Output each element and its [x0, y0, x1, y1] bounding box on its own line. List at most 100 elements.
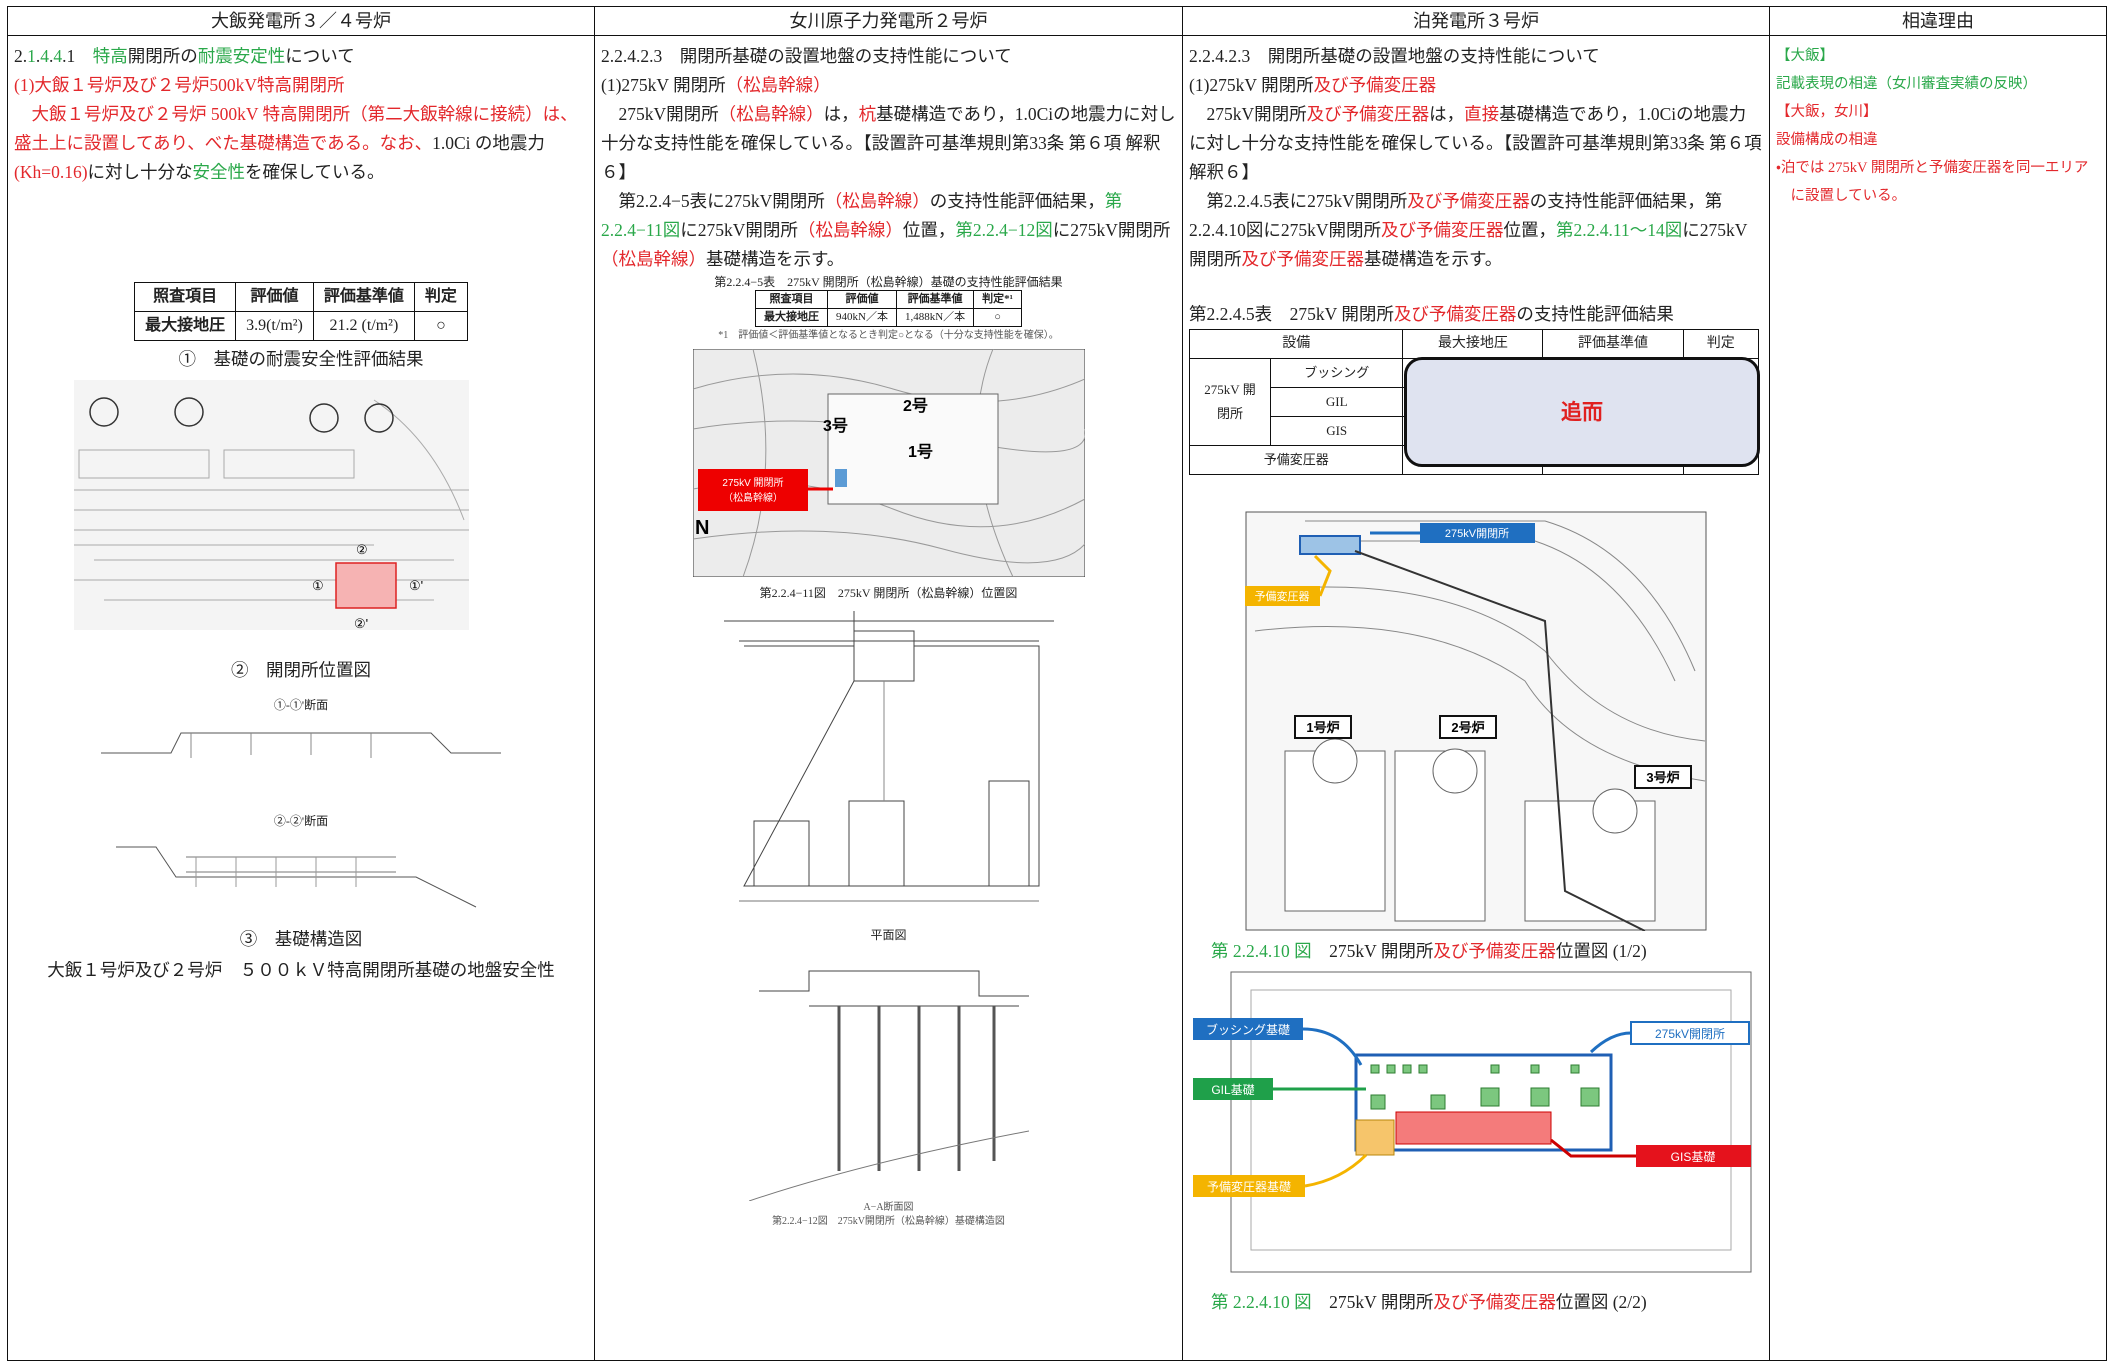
paragraph: ③ 基礎構造図 — [14, 925, 588, 954]
text: ・泊では 275kV 開閉所と予備変圧器を同一エリアに設置している。 — [1776, 160, 2089, 204]
paragraph: (1)275kV 開閉所（松島幹線） — [601, 71, 1176, 100]
table-wrap: 照査項目 評価値 評価基準値 判定 最大接地圧 3.9(t/m²) 21.2 (t/m²) ○ — [14, 282, 588, 341]
pending-note: 追而 — [1404, 357, 1760, 467]
table-wrap: 照査項目 評価値 評価基準値 判定*¹ 最大接地圧 940kN／本 1,488kN／本 ○ — [601, 290, 1176, 327]
text: の支持性能評価結果，第2.2.4.10図に275kV開閉所 — [1189, 191, 1723, 240]
text: 基礎構造であり，1.0Ciの地震力に対し十分な支持性能を確保している。【設置許可… — [1189, 104, 1762, 182]
paragraph: (1)275kV 開閉所及び予備変圧器 — [1189, 71, 1763, 100]
text: （松島幹線） — [601, 249, 706, 269]
text: 第2.2.4−11図 — [601, 191, 1123, 240]
figure-label: （松島幹線） — [723, 491, 783, 504]
text: 位置図 (1/2) — [1555, 941, 1647, 961]
figure-label: 3号炉 — [1646, 770, 1679, 785]
table-cell: 275kV 開閉所 — [1189, 358, 1271, 446]
text: 第2.2.4−5表 275kV 開閉所（松島幹線）基礎の支持性能評価結果 — [714, 275, 1063, 289]
text: 位置図 (2/2) — [1555, 1292, 1647, 1312]
figure-label: ブッシング基礎 — [1206, 1022, 1290, 1037]
paragraph: 【大飯】 — [1776, 42, 2100, 70]
text: 特高 — [92, 46, 128, 66]
paragraph: 平面図 — [601, 927, 1176, 943]
text: 大飯１号炉及び２号炉 500kV 特高開閉所（第二大飯幹線に接続）は、盛土上に設… — [14, 104, 578, 153]
figure-label: ① — [312, 578, 324, 593]
table-header: 照査項目 — [134, 282, 237, 312]
text: 基礎構造を示す。 — [1364, 249, 1503, 269]
table-cell: GIS — [1269, 416, 1404, 446]
paragraph: 【大飯，女川】 — [1776, 98, 2100, 126]
paragraph: 2.2.4.2.3 開閉所基礎の設置地盤の支持性能について — [1189, 42, 1763, 71]
text: に275kV開閉所 — [1052, 220, 1171, 240]
text: . — [35, 46, 41, 66]
paragraph: 2.1.4.4.1 特高開閉所の耐震安定性について — [14, 42, 588, 71]
column-header: 相違理由 — [1770, 7, 2106, 36]
column-body: 2.1.4.4.1 特高開閉所の耐震安定性について (1)大飯１号炉及び２号炉5… — [8, 36, 594, 991]
figure-label: 予備変圧器基礎 — [1207, 1179, 1291, 1194]
text: 275kV開閉所 — [618, 104, 719, 124]
table-cell: GIL — [1269, 387, 1404, 417]
column-body: 2.2.4.2.3 開閉所基礎の設置地盤の支持性能について (1)275kV 開… — [1183, 36, 1769, 1323]
text: 第2.2.4−5表に275kV開閉所 — [618, 191, 825, 211]
figure-label: 3号 — [823, 417, 848, 435]
paragraph: 設備構成の相違 — [1776, 126, 2100, 154]
text: 基礎構造であり，1.0Ciの地震力に対し十分な支持性能を確保している。【設置許可… — [601, 104, 1176, 182]
table-cell: ○ — [973, 308, 1022, 327]
text: 【大飯】 — [1776, 48, 1834, 64]
paragraph: 第 2.2.4.10 図 275kV 開閉所及び予備変圧器位置図 (1/2) — [1189, 937, 1763, 966]
paragraph: 275kV開閉所及び予備変圧器は，直接基礎構造であり，1.0Ciの地震力に対し十… — [1189, 100, 1763, 187]
figure-label: 予備変圧器 — [1255, 590, 1310, 603]
table-header: 評価基準値 — [1542, 329, 1684, 359]
text: (1)大飯１号炉及び２号炉500kV特高開閉所 — [14, 75, 345, 95]
column-body: 【大飯】 記載表現の相違（女川審査実績の反映） 【大飯，女川】 設備構成の相違 … — [1770, 36, 2106, 216]
paragraph: 大飯１号炉及び２号炉 500kV 特高開閉所（第二大飯幹線に接続）は、盛土上に設… — [14, 100, 588, 187]
plan-figure: ブッシング基礎 GIL基礎 予備変圧器基礎 275kV開閉所 GIS基礎 — [1193, 971, 1752, 1273]
text: 及び予備変圧器 — [1381, 220, 1504, 240]
text: 第2.2.4.5表 275kV 開閉所 — [1189, 304, 1394, 324]
figure-label: ② — [356, 542, 368, 557]
table-header: 設備 — [1188, 329, 1404, 359]
paragraph: 第2.2.4−5表 275kV 開閉所（松島幹線）基礎の支持性能評価結果 — [601, 274, 1176, 290]
text: 設備構成の相違 — [1776, 132, 1878, 148]
text: ① 基礎の耐震安全性評価結果 — [178, 349, 424, 369]
text: 第2.2.4−11図 275kV 開閉所（松島幹線）位置図 — [759, 586, 1018, 600]
text: 第 2.2.4.10 図 — [1211, 1292, 1312, 1312]
text: （松島幹線） — [718, 104, 824, 124]
paragraph: 第2.2.4.5表に275kV開閉所及び予備変圧器の支持性能評価結果，第2.2.… — [1189, 187, 1763, 274]
text: 及び予備変圧器 — [1306, 104, 1430, 124]
figure-label: ①' — [409, 578, 423, 593]
plan-figure — [723, 611, 1054, 902]
text: 平面図 — [870, 928, 907, 942]
text: 大飯１号炉及び２号炉 ５００ｋＶ特高開閉所基礎の地盤安全性 — [47, 960, 555, 980]
text: 第2.2.4.11～14図 — [1556, 220, 1683, 240]
figure-label: 1号炉 — [1306, 720, 1339, 735]
text: （松島幹線） — [797, 220, 903, 240]
table-cell: ブッシング — [1269, 358, 1404, 388]
table-wrap: 設備 最大接地圧 評価基準値 判定 275kV 開閉所 ブッシング GIL GIS 予備… — [1188, 329, 1760, 475]
column: 泊発電所３号炉 2.2.4.2.3 開閉所基礎の設置地盤の支持性能について (1… — [1182, 6, 1769, 1361]
text: 4 — [53, 46, 63, 66]
paragraph: *1 評価値＜評価基準値となるとき判定○となる（十分な支持性能を確保）。 — [601, 329, 1176, 343]
table: 照査項目 評価値 評価基準値 判定 最大接地圧 3.9(t/m²) 21.2 (t/m²) ○ — [134, 282, 468, 341]
text: 第2.2.4−12図 275kV開閉所（松島幹線）基礎構造図 — [772, 1216, 1005, 1227]
text: 2. — [14, 46, 28, 66]
text: （松島幹線） — [725, 75, 831, 95]
text: 1 — [27, 46, 36, 66]
text: 第 2.2.4.10 図 — [1211, 941, 1312, 961]
paragraph: (1)大飯１号炉及び２号炉500kV特高開閉所 — [14, 71, 588, 100]
paragraph: 記載表現の相違（女川審査実績の反映） — [1776, 70, 2100, 98]
text: A−A断面図 — [863, 1202, 914, 1213]
table-cell: 21.2 (t/m²) — [312, 311, 415, 341]
table-header: 評価基準値 — [312, 282, 415, 312]
site-map: 275kV開閉所 予備変圧器 1号炉 2号炉 3号炉 — [1245, 511, 1707, 931]
text: 第2.2.4.5表に275kV開閉所 — [1206, 191, 1408, 211]
text: を確保している。 — [245, 162, 385, 182]
text: 耐震安定性 — [197, 46, 286, 66]
text: ③ 基礎構造図 — [239, 929, 363, 949]
table-cell: 3.9(t/m²) — [235, 311, 314, 341]
text: （松島幹線） — [824, 191, 930, 211]
column-header: 女川原子力発電所２号炉 — [595, 7, 1182, 36]
table-cell: 予備変圧器 — [1188, 445, 1404, 475]
column-header: 大飯発電所３／４号炉 — [8, 7, 594, 36]
paragraph: 2.2.4.2.3 開閉所基礎の設置地盤の支持性能について — [601, 42, 1176, 71]
text: *1 評価値＜評価基準値となるとき判定○となる（十分な支持性能を確保）。 — [718, 330, 1059, 341]
figure-label: 275kV開閉所 — [1445, 526, 1509, 540]
